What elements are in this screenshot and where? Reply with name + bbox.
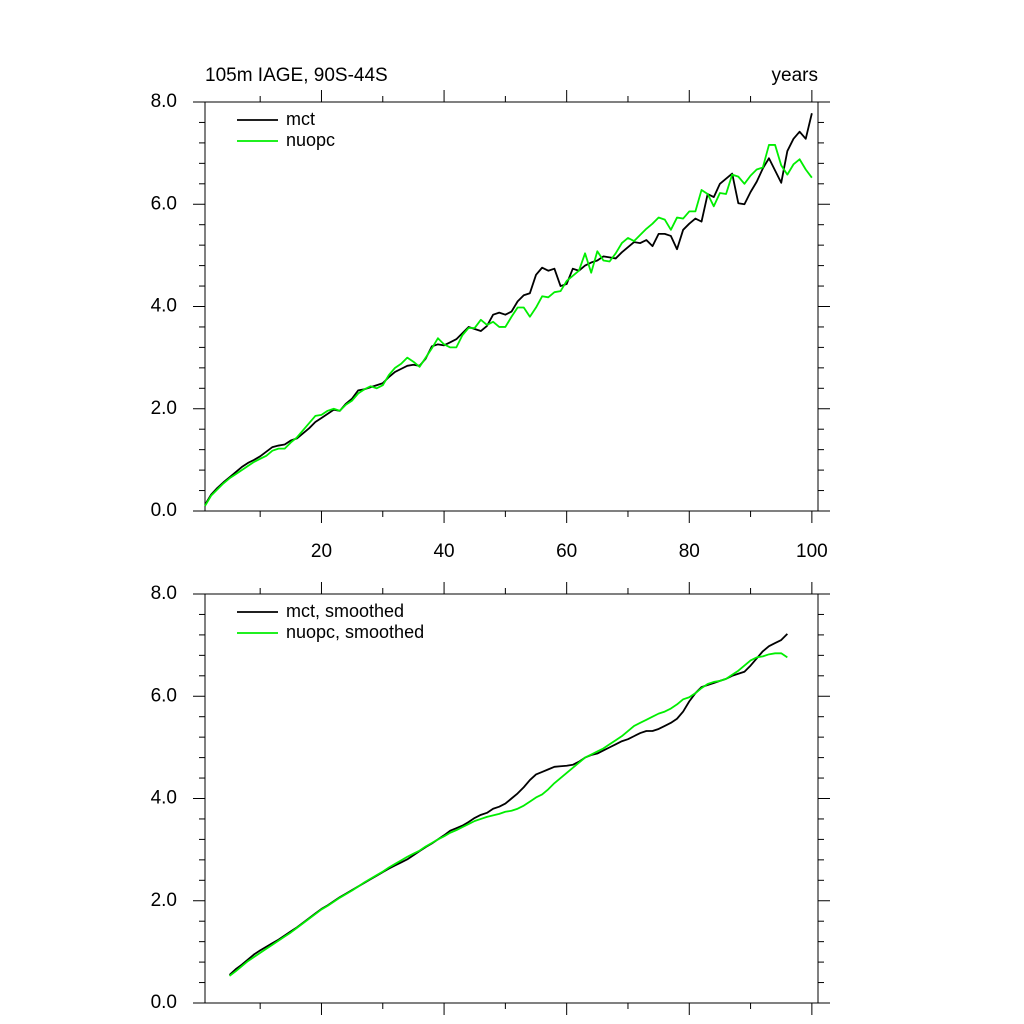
legend-label: nuopc bbox=[286, 130, 335, 150]
y-tick-label: 6.0 bbox=[151, 685, 177, 706]
x-tick-label: 60 bbox=[556, 541, 577, 562]
y-tick-label: 6.0 bbox=[151, 193, 177, 214]
series-line bbox=[228, 633, 788, 976]
y-tick-label: 8.0 bbox=[151, 91, 177, 112]
x-tick-label: 80 bbox=[679, 541, 700, 562]
y-tick-label: 0.0 bbox=[151, 992, 177, 1013]
x-tick-label: 40 bbox=[433, 541, 454, 562]
y-tick-label: 8.0 bbox=[151, 583, 177, 604]
plot-frame bbox=[204, 101, 819, 512]
series-line bbox=[204, 113, 813, 506]
legend-label: nuopc, smoothed bbox=[286, 622, 424, 642]
series-line bbox=[228, 652, 788, 977]
series-line bbox=[204, 144, 813, 507]
y-tick-label: 0.0 bbox=[151, 500, 177, 521]
y-tick-label: 2.0 bbox=[151, 890, 177, 911]
legend-label: mct bbox=[286, 109, 315, 129]
y-tick-label: 2.0 bbox=[151, 398, 177, 419]
x-tick-label: 100 bbox=[796, 541, 828, 562]
chart-title: 105m IAGE, 90S-44S bbox=[205, 65, 388, 86]
y-tick-label: 4.0 bbox=[151, 296, 177, 317]
units-label: years bbox=[772, 65, 818, 86]
panel: 105m IAGE, 90S-44S years 0.0 2.0 4.0 6.0 8.0 20… bbox=[151, 65, 830, 562]
legend-label: mct, smoothed bbox=[286, 601, 404, 621]
x-tick-label: 20 bbox=[311, 541, 332, 562]
y-tick-label: 4.0 bbox=[151, 788, 177, 809]
